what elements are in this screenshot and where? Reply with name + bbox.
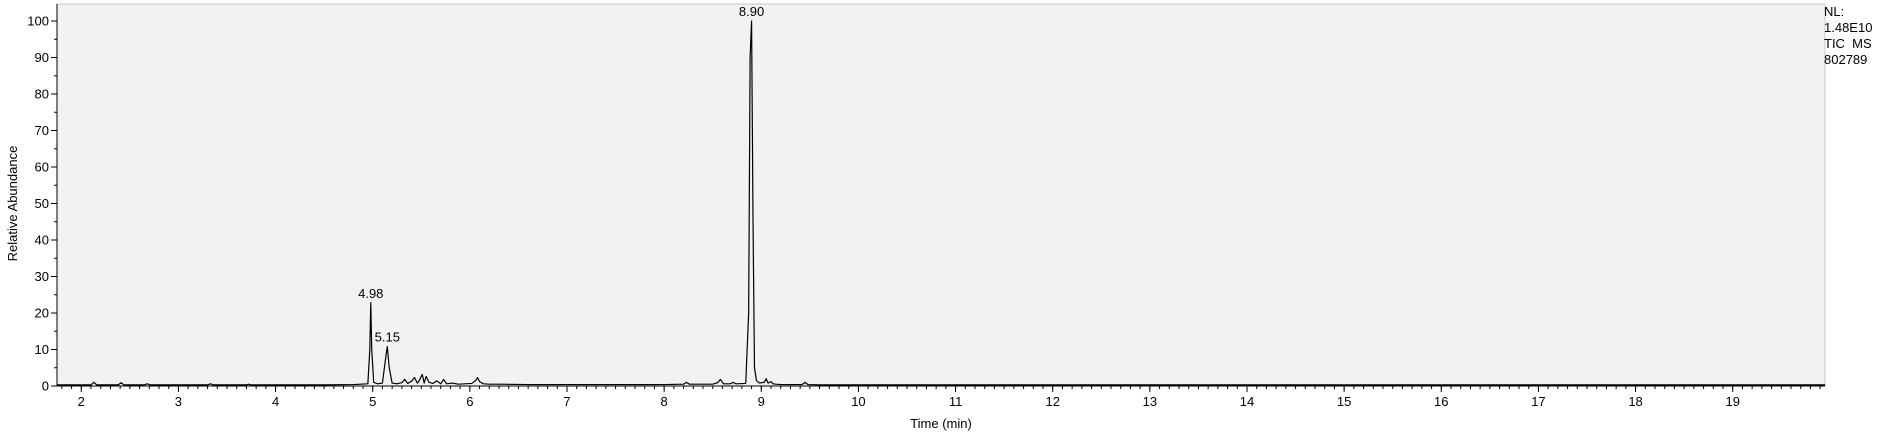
y-tick-label: 10 <box>35 342 49 357</box>
y-tick-label: 20 <box>35 306 49 321</box>
y-tick-label: 80 <box>35 87 49 102</box>
trace-type: TIC MS <box>1824 36 1872 51</box>
x-tick-label: 13 <box>1143 394 1157 409</box>
y-axis-title: Relative Abundance <box>5 146 20 262</box>
x-tick-label: 8 <box>661 394 668 409</box>
tic-trace-line <box>57 20 1825 386</box>
peak-label: 4.98 <box>358 286 383 301</box>
x-tick-label: 6 <box>466 394 473 409</box>
y-tick-label: 100 <box>27 14 49 29</box>
x-axis-title: Time (min) <box>910 416 972 431</box>
y-axis: 0 10 20 30 40 50 60 70 80 90 100 <box>27 14 57 394</box>
y-tick-label: 90 <box>35 50 49 65</box>
y-tick-label: 40 <box>35 233 49 248</box>
x-axis: 2 3 4 5 6 7 8 9 10 11 12 13 14 15 16 17 18 19 <box>61 386 1821 409</box>
x-tick-label: 19 <box>1725 394 1739 409</box>
plot-area <box>56 3 1826 387</box>
x-tick-label: 12 <box>1045 394 1059 409</box>
x-tick-label: 14 <box>1240 394 1254 409</box>
file-number: 802789 <box>1824 52 1868 67</box>
x-tick-label: 18 <box>1628 394 1642 409</box>
x-tick-label: 7 <box>563 394 570 409</box>
nl-label: NL: <box>1824 4 1845 19</box>
x-tick-label: 10 <box>851 394 865 409</box>
y-tick-label: 70 <box>35 123 49 138</box>
y-tick-label: 60 <box>35 160 49 175</box>
peak-label: 8.90 <box>739 4 764 19</box>
normalization-info: NL: 1.48E10 TIC MS 802789 <box>1824 4 1872 68</box>
x-tick-label: 2 <box>78 394 85 409</box>
x-tick-label: 17 <box>1531 394 1545 409</box>
x-tick-label: 15 <box>1337 394 1351 409</box>
x-tick-label: 5 <box>369 394 376 409</box>
y-tick-label: 50 <box>35 196 49 211</box>
y-tick-label: 0 <box>42 379 49 394</box>
nl-value: 1.48E10 <box>1824 20 1873 35</box>
x-tick-label: 3 <box>175 394 182 409</box>
peak-labels: 8.90 4.98 5.15 <box>358 4 764 345</box>
x-tick-label: 11 <box>949 394 963 409</box>
x-tick-label: 9 <box>758 394 765 409</box>
x-tick-label: 16 <box>1434 394 1448 409</box>
x-tick-label: 4 <box>272 394 279 409</box>
peak-label: 5.15 <box>375 330 400 345</box>
y-tick-label: 30 <box>35 269 49 284</box>
